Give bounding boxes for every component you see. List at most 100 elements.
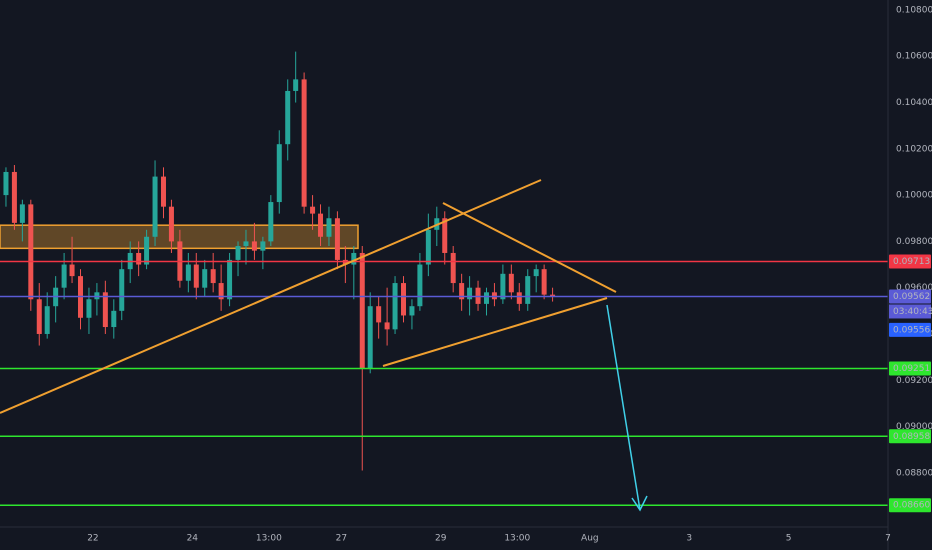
arrow bbox=[606, 304, 648, 512]
candle-body bbox=[235, 246, 241, 260]
x-tick-label: 13:00 bbox=[256, 534, 282, 544]
trend-line bbox=[0, 179, 542, 414]
candle-body bbox=[334, 218, 340, 260]
candle-body bbox=[450, 252, 456, 284]
levels bbox=[0, 260, 888, 506]
y-tick-label: 0.10600 bbox=[896, 52, 932, 62]
candle-body bbox=[61, 264, 67, 288]
countdown: 03:40:43 bbox=[893, 307, 932, 317]
candle-body bbox=[293, 79, 299, 91]
drawings bbox=[0, 179, 617, 414]
trend-line bbox=[382, 297, 608, 367]
candle-body bbox=[11, 171, 17, 223]
level-label: 0.09556 bbox=[893, 325, 930, 335]
candle-body bbox=[185, 264, 191, 281]
y-tick-label: 0.09600 bbox=[896, 283, 932, 293]
candle-body bbox=[19, 204, 25, 223]
candle-body bbox=[276, 144, 282, 203]
candle-body bbox=[483, 292, 489, 304]
candle-body bbox=[467, 287, 473, 300]
candle-body bbox=[541, 269, 547, 295]
y-tick-label: 0.09000 bbox=[896, 422, 932, 432]
candle-body bbox=[268, 202, 274, 242]
price-axis bbox=[888, 0, 932, 550]
candle-body bbox=[3, 171, 9, 196]
y-tick-label: 0.08800 bbox=[896, 468, 932, 478]
candle-body bbox=[409, 306, 415, 316]
level-label-box bbox=[889, 289, 931, 304]
candle-body bbox=[102, 292, 108, 328]
y-tick-label: 0.10200 bbox=[896, 144, 932, 154]
candle-body bbox=[500, 273, 506, 300]
candle-body bbox=[359, 252, 365, 369]
candle-body bbox=[351, 252, 357, 265]
level-label: 0.08958 bbox=[893, 432, 930, 442]
candle-body bbox=[218, 283, 224, 300]
candle-body bbox=[326, 218, 332, 237]
level-label-box bbox=[889, 254, 931, 269]
y-tick-label: 0.10400 bbox=[896, 98, 932, 108]
candle-body bbox=[111, 310, 117, 328]
level-label-box bbox=[889, 498, 931, 513]
level-label: 0.09251 bbox=[893, 364, 930, 374]
level-label: 0.09713 bbox=[893, 257, 930, 267]
candle-body bbox=[202, 269, 208, 288]
x-tick-label: 3 bbox=[686, 534, 692, 544]
candle-body bbox=[260, 241, 266, 251]
candle-body bbox=[425, 229, 431, 265]
candle-body bbox=[310, 206, 316, 214]
candle-body bbox=[119, 269, 125, 311]
candle-body bbox=[28, 204, 34, 300]
candle-body bbox=[69, 264, 75, 277]
level-label-box bbox=[889, 322, 931, 337]
arrow-head bbox=[631, 495, 648, 512]
candle-body bbox=[376, 306, 382, 323]
candle-body bbox=[533, 269, 539, 277]
candle-body bbox=[525, 276, 531, 304]
candle-body bbox=[210, 269, 216, 284]
x-tick-label: 24 bbox=[187, 534, 199, 544]
candle-body bbox=[516, 292, 522, 304]
candle-body bbox=[508, 273, 514, 293]
candle-body bbox=[243, 241, 249, 247]
candle-body bbox=[442, 218, 448, 253]
trend-line bbox=[442, 202, 617, 293]
candle-body bbox=[384, 322, 390, 330]
candle-body bbox=[152, 176, 158, 237]
candle-body bbox=[417, 264, 423, 307]
candle-body bbox=[144, 236, 150, 265]
candle-body bbox=[301, 79, 307, 207]
x-tick-label: Aug bbox=[581, 534, 599, 544]
y-tick-label: 0.10000 bbox=[896, 191, 932, 201]
candle-body bbox=[36, 299, 42, 334]
countdown-box bbox=[889, 304, 931, 319]
candle-body bbox=[318, 213, 324, 237]
y-tick-label: 0.09200 bbox=[896, 376, 932, 386]
candle-body bbox=[227, 259, 233, 300]
x-tick-label: 27 bbox=[336, 534, 347, 544]
candle-body bbox=[459, 283, 465, 300]
candle-body bbox=[367, 306, 373, 369]
candle-body bbox=[168, 206, 174, 242]
candle-body bbox=[44, 306, 50, 334]
y-tick-label: 0.09800 bbox=[896, 237, 932, 247]
candle-body bbox=[285, 90, 291, 145]
y-tick-label: 0.10800 bbox=[896, 5, 932, 15]
level-labels: 0.09713 0.09562 03:40:43 0.09251 0.08958 0.08… bbox=[889, 254, 932, 513]
candle-body bbox=[136, 252, 142, 265]
candle-body bbox=[160, 176, 166, 207]
level-label-box bbox=[889, 429, 931, 444]
level-label: 0.09562 bbox=[893, 292, 930, 302]
candle-body bbox=[251, 241, 257, 251]
candle-body bbox=[392, 283, 398, 330]
candle-body bbox=[86, 299, 92, 318]
level-label: 0.08660 bbox=[893, 501, 930, 511]
level-label-box bbox=[889, 361, 931, 376]
x-tick-label: 7 bbox=[885, 534, 891, 544]
candle-body bbox=[193, 264, 199, 288]
x-tick-label: 29 bbox=[435, 534, 447, 544]
candle-body bbox=[401, 283, 407, 316]
